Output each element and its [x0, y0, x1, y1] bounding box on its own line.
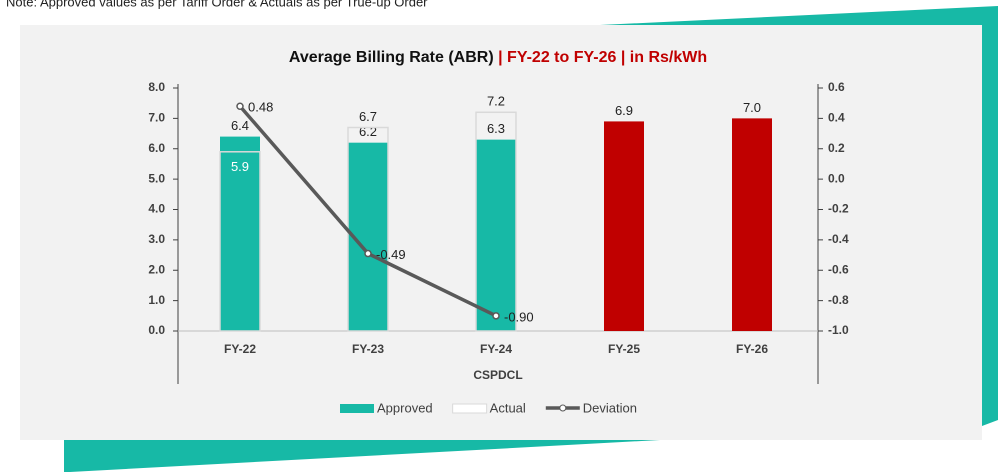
line-marker: [492, 312, 500, 320]
y2-tick-label: 0.0: [828, 171, 845, 185]
title-suffix: | FY-22 to FY-26 | in Rs/kWh: [494, 49, 707, 66]
chart-title: Average Billing Rate (ABR) | FY-22 to FY…: [289, 49, 707, 66]
y-tick-label: 5.0: [148, 171, 165, 185]
y-tick-label: 6.0: [148, 141, 165, 155]
y-tick-label: 7.0: [148, 111, 165, 125]
legend-label: Actual: [490, 400, 526, 415]
y-tick-label: 2.0: [148, 262, 165, 276]
y2-tick-label: -0.6: [828, 262, 849, 276]
x-tick-label: FY-23: [352, 342, 384, 356]
bar: [732, 118, 772, 331]
decor: [64, 440, 660, 472]
line-marker: [236, 102, 244, 110]
decor: [600, 6, 998, 25]
legend-swatch: [340, 404, 374, 413]
y2-tick-label: 0.2: [828, 141, 845, 155]
value-label: -0.90: [504, 309, 534, 324]
x-axis-label: CSPDCL: [473, 368, 522, 382]
value-label: 7.2: [487, 94, 505, 109]
y-tick-label: 8.0: [148, 80, 165, 94]
x-tick-label: FY-24: [480, 342, 512, 356]
y-tick-label: 0.0: [148, 323, 165, 337]
y2-tick-label: -0.8: [828, 293, 849, 307]
outline-bar: [475, 111, 517, 332]
outline-bar: [219, 151, 261, 332]
y-tick-label: 4.0: [148, 202, 165, 216]
x-tick-label: FY-26: [736, 342, 768, 356]
decor: [982, 6, 998, 426]
x-tick-label: FY-25: [608, 342, 640, 356]
legend-marker: [559, 404, 567, 412]
y2-tick-label: -1.0: [828, 323, 849, 337]
value-label: -0.49: [376, 247, 406, 262]
value-label: 6.4: [231, 118, 249, 133]
y-tick-label: 3.0: [148, 232, 165, 246]
title: Average Billing Rate (ABR): [289, 49, 494, 66]
legend-label: Approved: [377, 400, 433, 415]
line-marker: [364, 249, 372, 258]
value-label: 6.3: [487, 121, 505, 136]
y2-tick-label: 0.6: [828, 80, 845, 94]
value-label: 0.48: [248, 100, 273, 115]
bar: [476, 139, 516, 331]
legend-swatch: [452, 403, 488, 414]
y2-tick-label: 0.4: [828, 111, 845, 125]
y-tick-label: 1.0: [148, 293, 165, 307]
value-label: 6.2: [359, 124, 377, 139]
value-label: 5.9: [231, 159, 249, 174]
note: Note: Approved values as per Tariff Orde…: [6, 0, 428, 9]
bar: [220, 136, 260, 331]
value-label: 6.7: [359, 109, 377, 124]
bar: [604, 121, 644, 331]
y2-tick-label: -0.2: [828, 202, 849, 216]
legend-label: Deviation: [583, 400, 637, 415]
x-tick-label: FY-22: [224, 342, 256, 356]
y2-tick-label: -0.4: [828, 232, 849, 246]
value-label: 7.0: [743, 100, 761, 115]
value-label: 6.9: [615, 103, 633, 118]
